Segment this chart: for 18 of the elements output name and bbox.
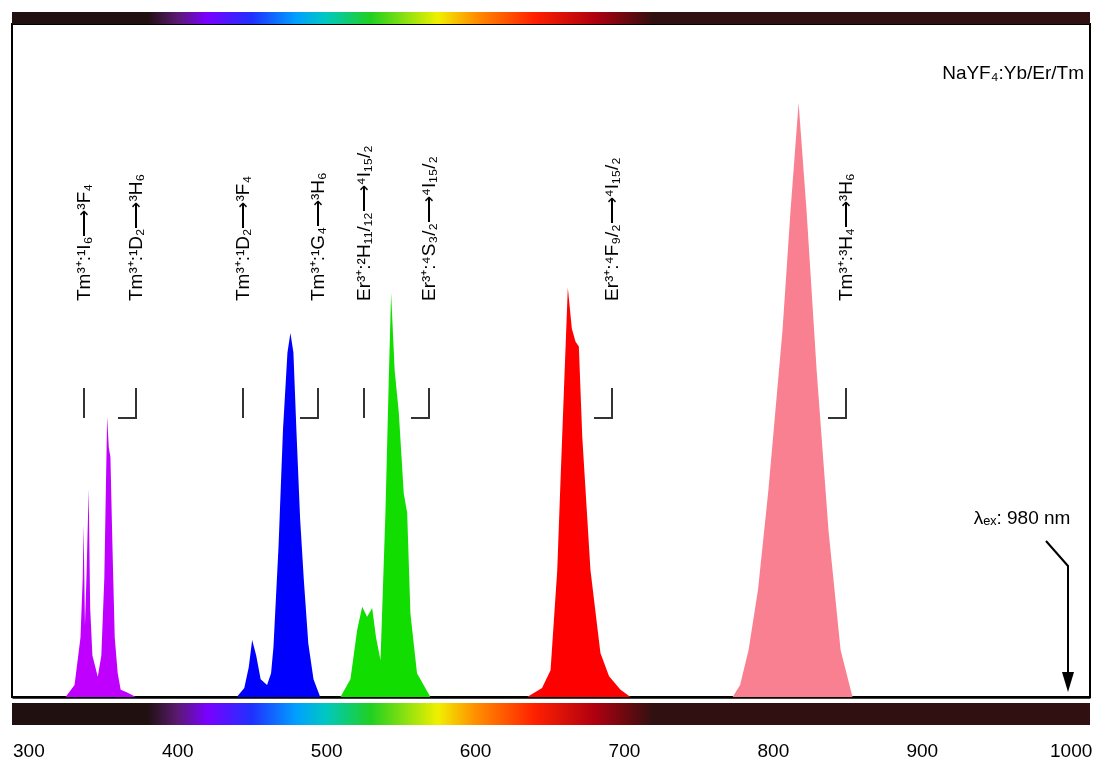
annotation: Tm³⁺:¹G₄⟶³H₆ xyxy=(307,172,328,301)
x-tick-label: 800 xyxy=(757,739,790,761)
x-tick-label: 1000 xyxy=(1050,739,1093,761)
annotation: Er³⁺:²H₁₁/₁₂⟶⁴I₁₅/₂ xyxy=(353,145,374,301)
annotation: Tm³⁺:¹D₂⟶³F₄ xyxy=(232,175,253,301)
x-tick-label: 400 xyxy=(161,739,194,761)
x-tick-label: 600 xyxy=(459,739,492,761)
annotation: Tm³⁺:³H₄⟶³H₆ xyxy=(835,173,856,301)
annotation: Er³⁺:⁴F₉/₂⟶⁴I₁₅/₂ xyxy=(601,157,622,301)
annotation: Tm³⁺:¹I₆⟶³F₄ xyxy=(73,183,94,301)
text: NaYF₄:Yb/Er/Tm xyxy=(942,62,1084,83)
x-tick-label: 900 xyxy=(906,739,939,761)
annotation: Er³⁺:⁴S₃/₂⟶⁴I₁₅/₂ xyxy=(418,156,439,301)
annotation: Tm³⁺:¹D₂⟶³H₆ xyxy=(125,173,146,301)
annotation: λₑₓ: 980 nm xyxy=(973,507,1071,528)
x-tick-label: 700 xyxy=(608,739,641,761)
x-tick-label: 300 xyxy=(13,739,45,761)
x-tick-label: 500 xyxy=(310,739,343,761)
